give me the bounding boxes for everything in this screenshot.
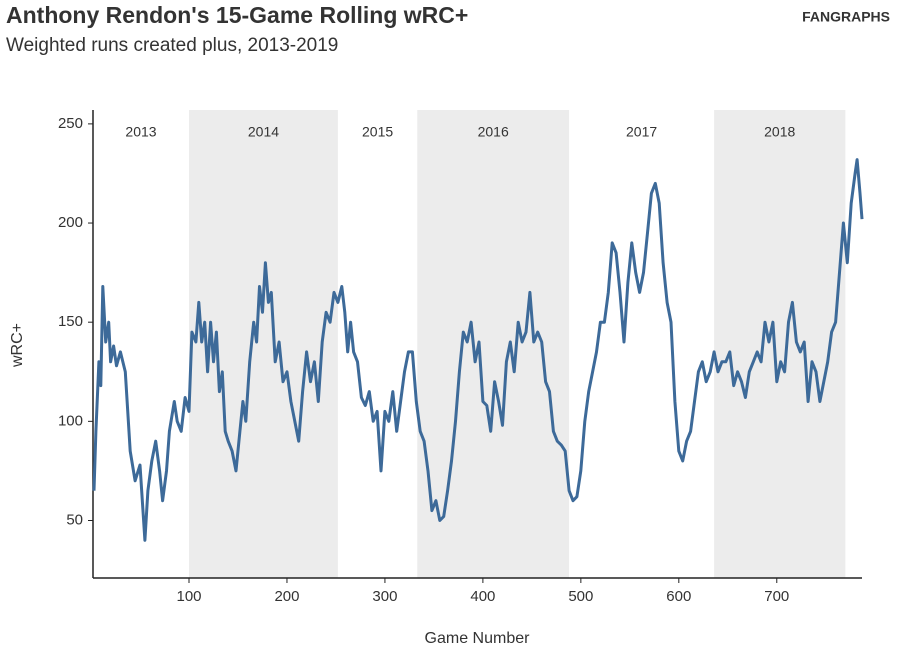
y-axis-label: wRC+ [9, 323, 26, 368]
x-tick-label: 500 [568, 588, 593, 605]
x-tick-label: 300 [372, 588, 397, 605]
y-tick-label: 50 [66, 511, 83, 528]
y-tick-label: 100 [58, 412, 83, 429]
x-tick-label: 600 [666, 588, 691, 605]
season-band [714, 110, 846, 578]
x-tick-label: 700 [764, 588, 789, 605]
logo: FANGRAPHS [802, 9, 890, 25]
season-label: 2014 [248, 124, 279, 140]
chart-title: Anthony Rendon's 15-Game Rolling wRC+ [6, 2, 468, 28]
x-axis-label: Game Number [425, 630, 531, 647]
season-label: 2018 [764, 124, 795, 140]
y-tick-label: 250 [58, 115, 83, 132]
x-tick-label: 400 [470, 588, 495, 605]
x-tick-label: 200 [274, 588, 299, 605]
season-label: 2016 [478, 124, 509, 140]
data-line [92, 158, 864, 542]
y-tick-label: 200 [58, 214, 83, 231]
season-label: 2015 [362, 124, 393, 140]
chart-subtitle: Weighted runs created plus, 2013-2019 [6, 35, 338, 56]
season-label: 2017 [626, 124, 657, 140]
season-band [417, 110, 570, 578]
season-label: 2013 [125, 124, 156, 140]
y-tick-label: 150 [58, 313, 83, 330]
x-tick-label: 100 [176, 588, 201, 605]
